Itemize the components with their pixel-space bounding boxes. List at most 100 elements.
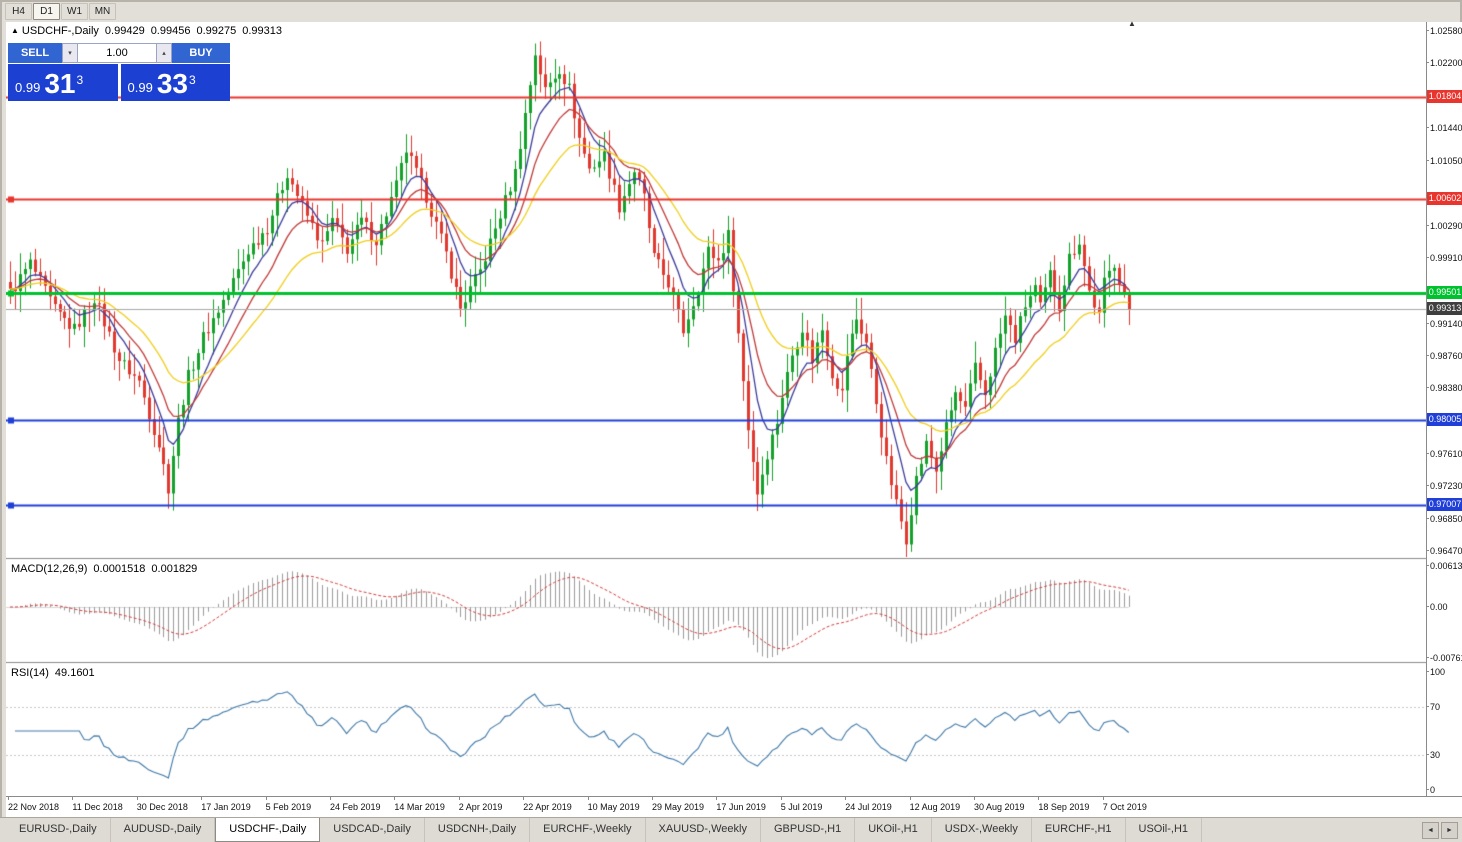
price-level-badge: 0.98005 [1427, 413, 1462, 427]
macd-value-signal: 0.001829 [151, 563, 198, 575]
chart-tab[interactable]: UKOil-,H1 [855, 818, 932, 842]
chart-tab[interactable]: GBPUSD-,H1 [761, 818, 856, 842]
rsi-axis-label: 70 [1426, 702, 1441, 713]
date-axis: 22 Nov 2018 11 Dec 2018 30 Dec 2018 17 Jan … [6, 796, 1462, 817]
date-label: 17 Jun 2019 [716, 797, 766, 812]
date-label: 24 Jul 2019 [845, 797, 892, 812]
macd-value-main: 0.0001518 [93, 563, 146, 575]
chart-symbol-header: ▲ USDCHF-,Daily 0.99429 0.99456 0.99275 0.993… [11, 25, 282, 37]
timeframe-button[interactable]: D1 [33, 2, 60, 20]
date-label: 10 May 2019 [587, 797, 640, 812]
chart-tab[interactable]: AUDUSD-,Daily [111, 818, 216, 842]
tab-scroll-controls: ◄ ► [1422, 818, 1462, 842]
sell-button[interactable]: SELL [8, 43, 62, 63]
ohlc-open-value: 0.99429 [104, 25, 145, 37]
chart-plot-area: ▲ USDCHF-,Daily 0.99429 0.99456 0.99275 0.993… [6, 19, 1426, 796]
price-axis-tick: 1.02200 [1427, 58, 1462, 69]
date-label: 12 Aug 2019 [909, 797, 961, 812]
chart-symbol-label: USDCHF-,Daily [21, 25, 99, 37]
current-price-badge: 0.99313 [1427, 302, 1462, 316]
rsi-indicator-label: RSI(14) 49.1601 [11, 667, 95, 679]
bid-price-big: 31 [44, 68, 76, 99]
date-label: 17 Jan 2019 [201, 797, 251, 812]
chart-tab[interactable]: USDCHF-,Daily [215, 818, 321, 842]
macd-axis-label: 0.00 [1427, 602, 1448, 612]
price-axis-tick: 0.96850 [1427, 513, 1462, 524]
rsi-value: 49.1601 [54, 667, 95, 679]
price-axis-tick: 1.00290 [1427, 220, 1462, 231]
chart-tab[interactable]: XAUUSD-,Weekly [646, 818, 761, 842]
ohlc-close-value: 0.99313 [242, 25, 282, 37]
price-axis-tick: 0.98380 [1427, 383, 1462, 394]
price-axis-tick: 0.99140 [1427, 318, 1462, 329]
tab-scroll-left-button[interactable]: ◄ [1422, 821, 1439, 839]
volume-down-button[interactable]: ▾ [62, 43, 78, 63]
date-label: 5 Feb 2019 [265, 797, 312, 812]
rsi-axis-label: 100 [1426, 667, 1446, 677]
date-label: 24 Feb 2019 [330, 797, 381, 812]
timeframe-button[interactable]: MN [89, 2, 116, 20]
price-axis-tick: 0.97610 [1427, 449, 1462, 460]
date-label: 22 Nov 2018 [8, 797, 60, 812]
timeframe-toolbar: H4 D1 W1 MN [5, 2, 117, 20]
date-label: 2 Apr 2019 [458, 797, 503, 812]
price-axis-tick: 0.96470 [1427, 546, 1462, 557]
timeframe-button[interactable]: H4 [5, 2, 32, 20]
ohlc-high-value: 0.99456 [150, 25, 191, 37]
chart-tab[interactable]: USDCAD-,Daily [320, 818, 425, 842]
tab-scroll-right-button[interactable]: ► [1441, 821, 1458, 839]
volume-input[interactable] [78, 43, 156, 63]
date-label: 5 Jul 2019 [780, 797, 823, 812]
symbol-marker-icon: ▲ [11, 26, 19, 35]
macd-axis-label: 0.00613 [1427, 560, 1462, 571]
date-label: 14 Mar 2019 [394, 797, 445, 812]
trade-controls-row: SELL ▾ ▴ BUY [8, 43, 230, 63]
price-level-badge: 0.99501 [1427, 286, 1462, 300]
price-axis: 1.02580 1.02200 1.01440 1.01050 1.00290 0.999… [1426, 22, 1462, 796]
chart-tab[interactable]: EURCHF-,Weekly [530, 818, 646, 842]
date-label: 7 Oct 2019 [1102, 797, 1147, 812]
price-axis-tick: 1.01440 [1427, 123, 1462, 134]
date-label: 18 Sep 2019 [1038, 797, 1090, 812]
price-axis-tick: 0.99910 [1427, 253, 1462, 264]
timeframe-button[interactable]: W1 [61, 2, 88, 20]
bid-price-display[interactable]: 0.99 31 3 [8, 64, 118, 101]
date-label: 22 Apr 2019 [523, 797, 572, 812]
date-label: 29 May 2019 [652, 797, 705, 812]
ask-price-sup: 3 [188, 73, 196, 87]
price-axis-tick: 0.98760 [1427, 351, 1462, 362]
buy-button[interactable]: BUY [172, 43, 230, 63]
chart-tab[interactable]: USDCNH-,Daily [425, 818, 531, 842]
chart-shift-marker-icon: ▲ [1128, 19, 1136, 28]
price-level-badge: 0.97007 [1427, 498, 1462, 512]
date-label: 30 Aug 2019 [974, 797, 1025, 812]
rsi-name: RSI(14) [11, 667, 49, 679]
bid-price-sup: 3 [76, 73, 84, 87]
rsi-axis-label: 0 [1426, 785, 1436, 795]
price-axis-tick: 0.97230 [1427, 481, 1462, 492]
chart-tab[interactable]: EURUSD-,Daily [6, 818, 111, 842]
date-label: 30 Dec 2018 [136, 797, 188, 812]
chart-tab[interactable]: USOil-,H1 [1126, 818, 1203, 842]
ask-price-display[interactable]: 0.99 33 3 [120, 64, 230, 101]
macd-name: MACD(12,26,9) [11, 563, 88, 575]
volume-up-button[interactable]: ▴ [156, 43, 172, 63]
date-label: 11 Dec 2018 [72, 797, 123, 812]
chart-tab-bar: EURUSD-,Daily AUDUSD-,Daily USDCHF-,Daily U… [0, 817, 1462, 842]
price-axis-tick: 1.02580 [1427, 26, 1462, 37]
macd-indicator-label: MACD(12,26,9) 0.0001518 0.001829 [11, 563, 197, 575]
ask-price-big: 33 [156, 68, 188, 99]
bid-ask-row: 0.99 31 3 0.99 33 3 [8, 64, 230, 101]
price-axis-tick: 1.01050 [1427, 156, 1462, 167]
bid-price-prefix: 0.99 [15, 80, 41, 95]
ohlc-low-value: 0.99275 [196, 25, 237, 37]
chart-canvas[interactable] [6, 22, 1426, 796]
rsi-axis-label: 30 [1426, 749, 1441, 760]
chart-tab[interactable]: EURCHF-,H1 [1032, 818, 1126, 842]
ask-price-prefix: 0.99 [127, 80, 153, 95]
price-level-badge: 1.01804 [1427, 90, 1462, 104]
chart-tab[interactable]: USDX-,Weekly [932, 818, 1032, 842]
macd-axis-label: -0.00761 [1427, 653, 1462, 663]
